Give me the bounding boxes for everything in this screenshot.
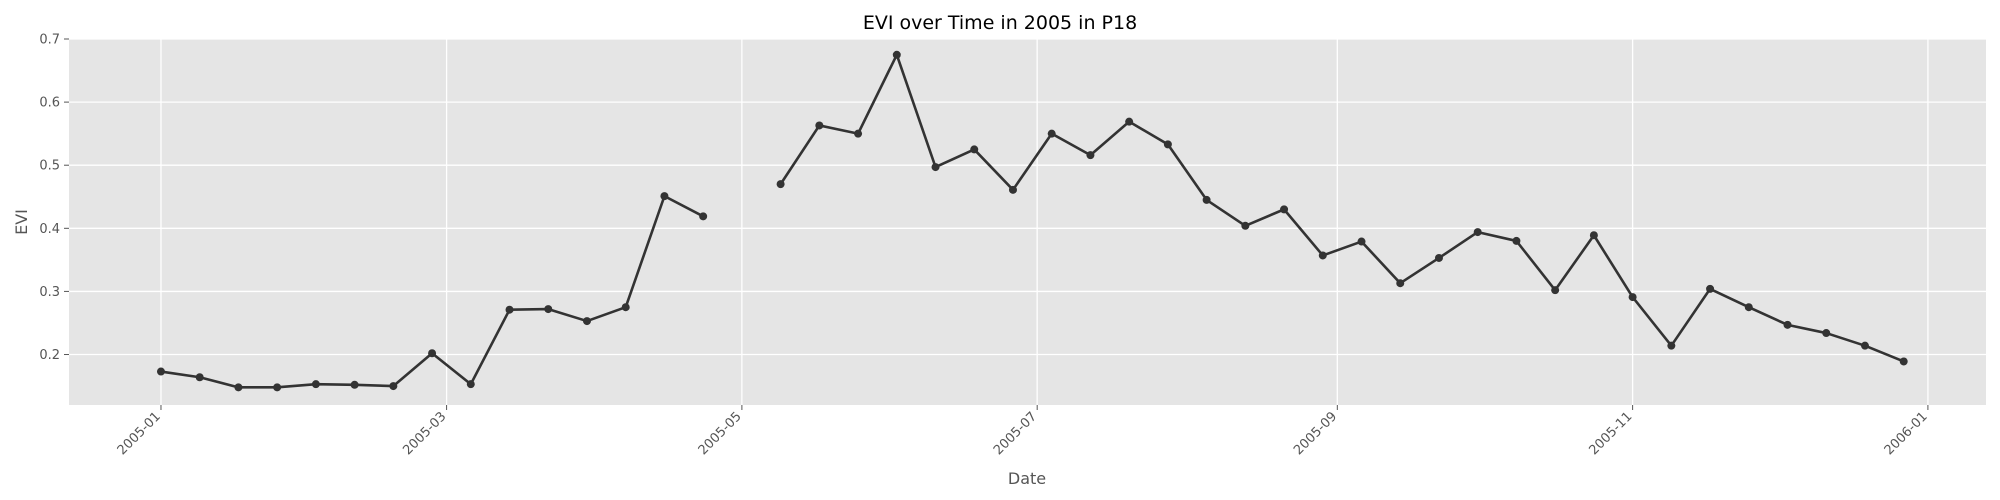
data-point [854, 129, 863, 138]
data-point [311, 380, 320, 389]
x-axis-label: Date [1008, 469, 1046, 488]
data-point [776, 180, 785, 189]
x-tick-label: 2005-03 [400, 409, 449, 458]
plot-background [69, 39, 1986, 405]
data-point [195, 373, 204, 382]
grid [69, 38, 1986, 405]
data-point [815, 121, 824, 130]
x-tick-label: 2005-09 [1291, 409, 1340, 458]
data-point [505, 305, 514, 314]
data-point [1357, 237, 1366, 246]
data-point [1396, 279, 1405, 288]
series-line-segment [779, 53, 1905, 363]
data-point [1589, 231, 1598, 240]
data-point [970, 145, 979, 154]
data-point [428, 349, 437, 358]
data-point [660, 192, 669, 201]
data-point [582, 317, 591, 326]
chart-title: EVI over Time in 2005 in P18 [863, 12, 1137, 34]
data-point [1086, 151, 1095, 160]
data-point [1783, 320, 1792, 329]
data-point [892, 50, 901, 59]
y-axis-label: EVI [12, 209, 31, 235]
x-tick-label: 2005-07 [991, 409, 1040, 458]
y-tick-label: 0.4 [39, 222, 60, 237]
y-axis: 0.2 0.3 0.4 0.5 0.6 0.7 [39, 33, 69, 363]
data-point [1628, 293, 1637, 302]
data-point [1163, 140, 1172, 149]
y-tick-label: 0.6 [39, 96, 60, 111]
data-point [1512, 236, 1521, 245]
data-point [1667, 341, 1676, 350]
data-point [1434, 253, 1443, 262]
data-point [156, 367, 165, 376]
data-point [1860, 341, 1869, 350]
y-tick-label: 0.2 [39, 348, 60, 363]
data-point [1822, 329, 1831, 338]
x-tick-label: 2006-01 [1882, 409, 1931, 458]
x-tick-label: 2005-01 [115, 409, 164, 458]
series-layer [156, 50, 1908, 392]
data-point [1744, 303, 1753, 312]
data-point [1473, 228, 1482, 237]
data-point [1280, 205, 1289, 214]
y-tick-label: 0.5 [39, 159, 60, 174]
data-point [273, 383, 282, 392]
y-tick-label: 0.3 [39, 285, 60, 300]
data-point [350, 380, 359, 389]
data-point [621, 303, 630, 312]
x-axis: 2005-01 2005-03 2005-05 2005-07 2005-09 2005-… [115, 405, 1931, 458]
data-point [1125, 117, 1134, 126]
data-point [1202, 195, 1211, 204]
data-point [389, 382, 398, 391]
data-point [699, 212, 708, 221]
data-point [1899, 357, 1908, 366]
data-point [1241, 221, 1250, 230]
data-point [1706, 284, 1715, 293]
data-point [544, 305, 553, 314]
data-point [1551, 286, 1560, 295]
data-point [466, 380, 475, 389]
data-point [931, 163, 940, 172]
x-tick-label: 2005-05 [696, 409, 745, 458]
data-point [234, 383, 243, 392]
y-tick-label: 0.7 [39, 33, 60, 48]
data-point [1047, 129, 1056, 138]
data-point [1008, 185, 1017, 194]
data-point [1318, 251, 1327, 260]
x-tick-label: 2005-11 [1586, 409, 1635, 458]
